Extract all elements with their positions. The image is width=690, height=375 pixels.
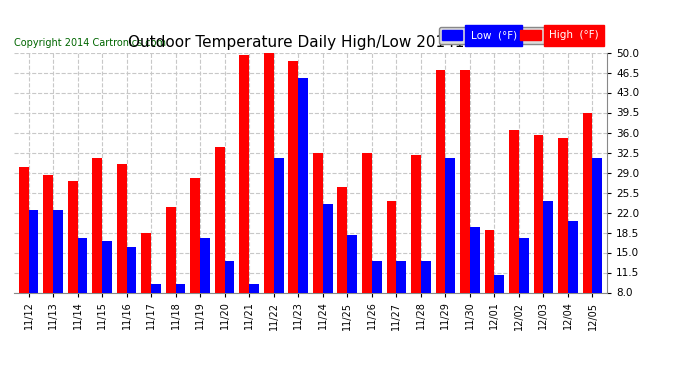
Bar [386,201,396,338]
Bar [68,181,77,338]
Bar [362,153,372,338]
Bar [298,78,308,338]
Bar [92,158,102,338]
Bar [558,138,568,338]
Bar [445,158,455,338]
Bar [200,238,210,338]
Title: Outdoor Temperature Daily High/Low 20141206: Outdoor Temperature Daily High/Low 20141… [128,35,493,50]
Bar [126,247,137,338]
Bar [460,70,470,338]
Bar [151,284,161,338]
Bar [215,147,225,338]
Bar [411,155,421,338]
Bar [43,176,53,338]
Bar [323,204,333,338]
Bar [288,61,298,338]
Bar [372,261,382,338]
Bar [77,238,88,338]
Bar [593,158,602,338]
Bar [509,130,519,338]
Bar [102,241,112,338]
Bar [141,232,151,338]
Bar [239,56,249,338]
Bar [313,153,323,338]
Text: Copyright 2014 Cartronics.com: Copyright 2014 Cartronics.com [14,38,166,48]
Bar [519,238,529,338]
Bar [166,207,176,338]
Legend: Low  (°F), High  (°F): Low (°F), High (°F) [439,27,602,44]
Bar [347,236,357,338]
Bar [582,112,593,338]
Bar [484,230,495,338]
Bar [435,70,445,338]
Bar [117,164,126,338]
Bar [568,221,578,338]
Bar [470,227,480,338]
Bar [274,158,284,338]
Bar [28,210,39,338]
Bar [53,210,63,338]
Bar [176,284,186,338]
Bar [533,135,544,338]
Bar [264,50,274,338]
Bar [495,275,504,338]
Bar [249,284,259,338]
Bar [396,261,406,338]
Bar [225,261,235,338]
Bar [544,201,553,338]
Bar [337,187,347,338]
Bar [19,167,28,338]
Bar [421,261,431,338]
Bar [190,178,200,338]
